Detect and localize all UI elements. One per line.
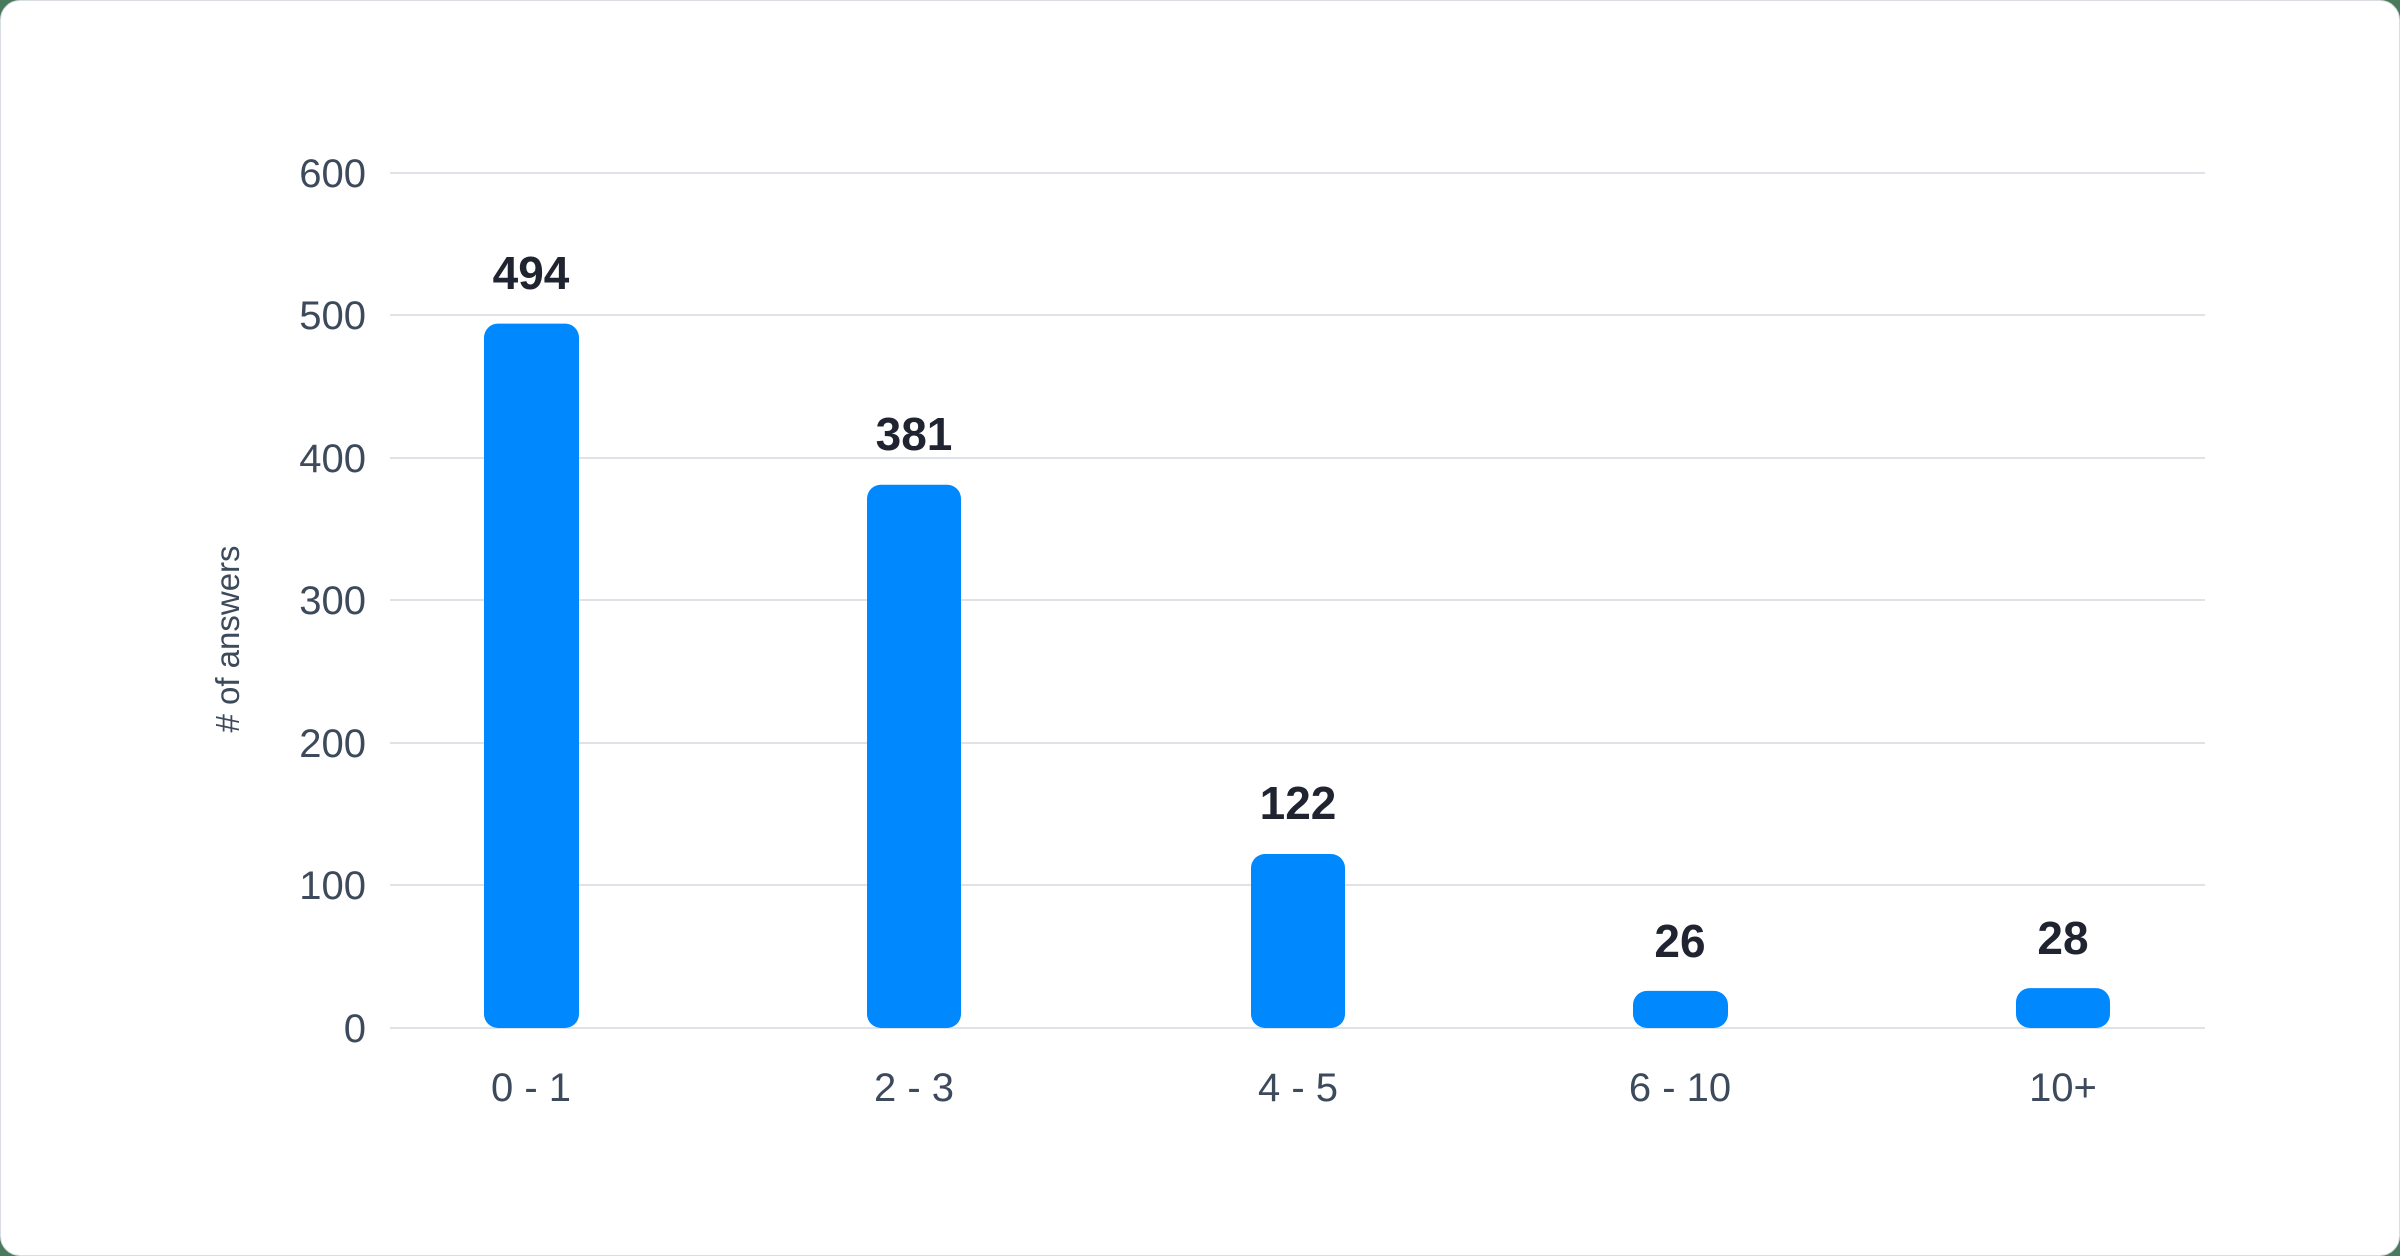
svg-text:122: 122 <box>1260 777 1337 829</box>
svg-text:100: 100 <box>299 864 366 908</box>
svg-text:10+: 10+ <box>2029 1066 2097 1110</box>
svg-text:381: 381 <box>876 408 953 460</box>
svg-text:6 - 10: 6 - 10 <box>1629 1066 1731 1110</box>
svg-text:494: 494 <box>493 247 570 299</box>
svg-text:600: 600 <box>299 152 366 196</box>
svg-text:400: 400 <box>299 437 366 481</box>
svg-text:200: 200 <box>299 722 366 766</box>
svg-text:500: 500 <box>299 294 366 338</box>
svg-text:0 - 1: 0 - 1 <box>491 1066 571 1110</box>
svg-text:28: 28 <box>2037 912 2088 964</box>
svg-text:4 - 5: 4 - 5 <box>1258 1066 1338 1110</box>
svg-text:300: 300 <box>299 579 366 623</box>
svg-text:0: 0 <box>344 1007 366 1051</box>
svg-text:2 - 3: 2 - 3 <box>874 1066 954 1110</box>
svg-text:# of answers: # of answers <box>209 545 246 732</box>
svg-text:26: 26 <box>1654 915 1705 967</box>
